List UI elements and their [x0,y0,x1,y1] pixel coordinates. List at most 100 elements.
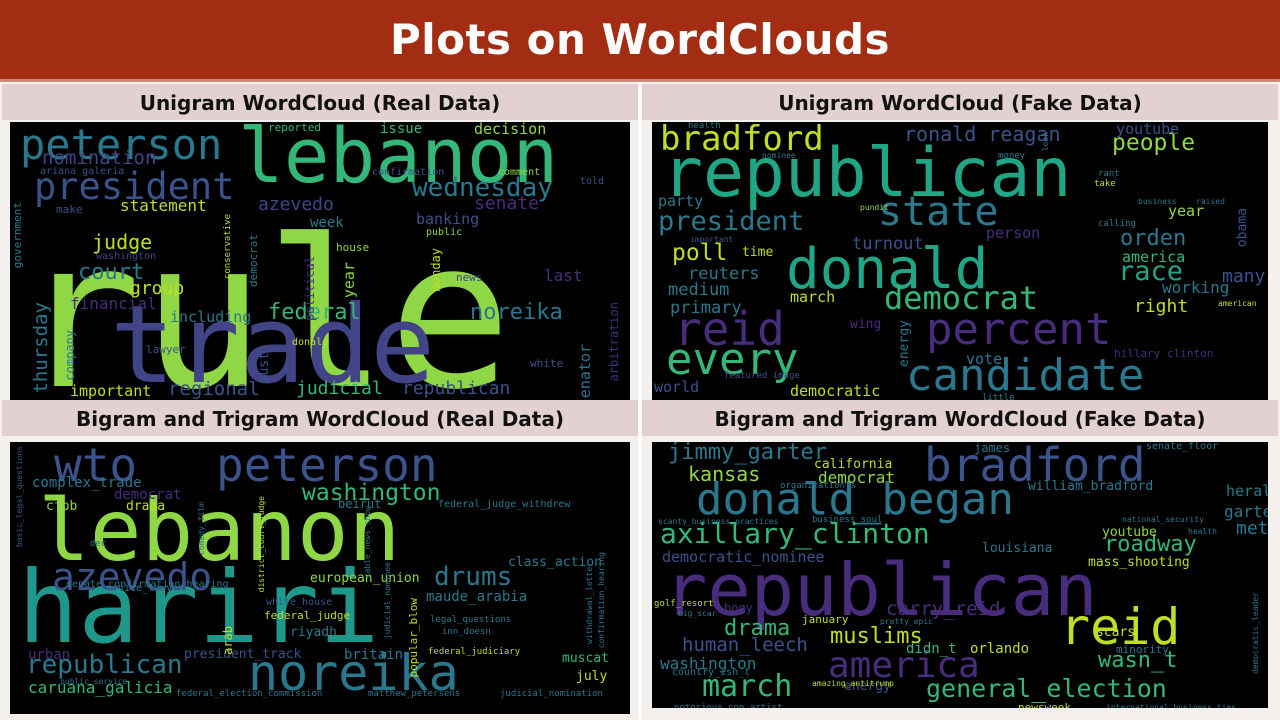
cloud-word: obama [1235,208,1250,248]
cloud-word: rule [18,197,512,401]
cloud-word: lebanon [38,481,401,581]
cloud-word: working [1162,278,1230,297]
cloud-word: march [790,288,836,306]
cloud-word: must [257,352,272,384]
cloud-word: newsweek [1018,701,1071,708]
panel-unigram-fake: Unigram WordCloud (Fake Data) republican… [642,84,1278,404]
cloud-word: ronald reagan [904,122,1061,146]
cloud-word: business [1138,197,1177,206]
wordcloud-unigram-fake: republican donald candidate percent reid ever… [652,122,1268,400]
cloud-word: novice_lawyer [106,583,185,594]
cloud-word: caruana_galicia [28,678,173,697]
cloud-word: rant [1098,169,1120,179]
cloud-word: banking [416,210,480,228]
cloud-word: important [70,382,152,400]
cloud-word: bradford [660,122,824,159]
cloud-word: president [658,206,805,237]
cloud-word: decision [474,122,547,138]
cloud-word: jimmy_garter [668,442,827,465]
cloud-word: cable_news_show [363,506,372,579]
cloud-word: comedy_film [197,502,206,555]
cloud-word: european_union [310,571,420,586]
cloud-word: drums [434,562,513,592]
cloud-word: little [982,393,1015,401]
cloud-word: year [340,262,358,299]
cloud-word: pretty_epic [880,617,933,626]
cloud-word: house [336,241,370,254]
cloud-word: william_bradford [1028,479,1154,494]
cloud-word: big_scar [678,609,717,618]
cloud-word: senate_confirmation_hearing [66,579,229,590]
cloud-word: look [1041,132,1050,152]
cloud-word: herald [1226,482,1268,500]
cloud-word: international_business_ties [1106,703,1237,709]
cloud-word: donald [786,237,989,302]
cloud-word: featured image [724,371,800,381]
cloud-word: take [1094,179,1116,189]
cloud-word: drama [724,616,791,641]
cloud-word: peterson [20,122,223,169]
cloud-word: matthew_petersens [368,689,461,699]
cloud-word: state [878,189,999,235]
panel-label: Unigram WordCloud (Fake Data) [642,84,1278,120]
cloud-word: including [170,308,252,326]
panel-ngram-real: Bigram and Trigram WordCloud (Real Data)… [2,400,638,720]
cloud-word: world [654,378,700,396]
cloud-word: last [544,266,583,285]
cloud-word: democratic_nominee [662,548,825,566]
cloud-word: conservative [223,214,233,280]
cloud-word: wednesday [412,173,553,203]
cloud-word: wasn_t [1098,648,1178,673]
cloud-word: health [688,122,721,131]
panel-label: Bigram and Trigram WordCloud (Fake Data) [642,400,1278,436]
cloud-word: government [11,202,24,269]
cloud-word: democratic [790,382,881,400]
cloud-word: republican [402,378,511,399]
cloud-word: democratic_leader [1251,592,1260,674]
cloud-word: week [310,215,344,231]
cloud-word: judicial [296,378,383,399]
cloud-word: energy [897,320,912,367]
cloud-word: inn_doesn [442,627,491,637]
cloud-word: nomination [42,147,157,169]
cloud-word: muslims [830,624,923,649]
panel-label: Bigram and Trigram WordCloud (Real Data) [2,400,638,436]
cloud-word: white [530,357,564,370]
cloud-word: national_security [1122,515,1204,524]
cloud-word: democrat [818,468,896,487]
cloud-word: azevedo [52,555,213,599]
cloud-word: ariana galeria [40,166,125,177]
cloud-word: statement [120,196,207,215]
cloud-word: beirut [338,497,382,511]
panel-label: Unigram WordCloud (Real Data) [2,84,638,120]
cloud-word: california [814,457,893,472]
cloud-word: president [34,165,235,208]
cloud-word: poll [672,240,728,266]
cloud-word: democrat [114,487,182,503]
cloud-word: public_service [60,677,128,686]
cloud-word: confirmation [372,167,445,178]
cloud-word: democrat [884,279,1039,317]
cloud-word: democrat [247,234,260,287]
cloud-word: maude_arabia [426,589,528,605]
cloud-word: judge [92,230,153,254]
cloud-word: bradford [924,442,1146,492]
cloud-word: federal_election_commission [176,689,323,699]
cloud-word: company [63,330,77,381]
cloud-word: senate [474,193,540,214]
cloud-word: human_leech [682,634,808,656]
cloud-word: make [56,203,83,216]
cloud-word: scanty_business_practices [658,517,779,526]
cloud-word: republican [662,134,1072,213]
cloud-word: regional [168,378,260,400]
cloud-word: party [658,192,704,210]
cloud-word: american [1218,299,1257,308]
cloud-word: thursday [30,302,52,394]
slide-title: Plots on WordClouds [389,15,891,64]
cloud-word: scars [1096,625,1136,640]
cloud-word: january [802,613,849,626]
cloud-word: orden [1120,226,1187,251]
cloud-word: axillary_clinton [660,517,930,550]
cloud-word: reuters [688,264,760,284]
cloud-word: senate_floor [1146,442,1219,452]
